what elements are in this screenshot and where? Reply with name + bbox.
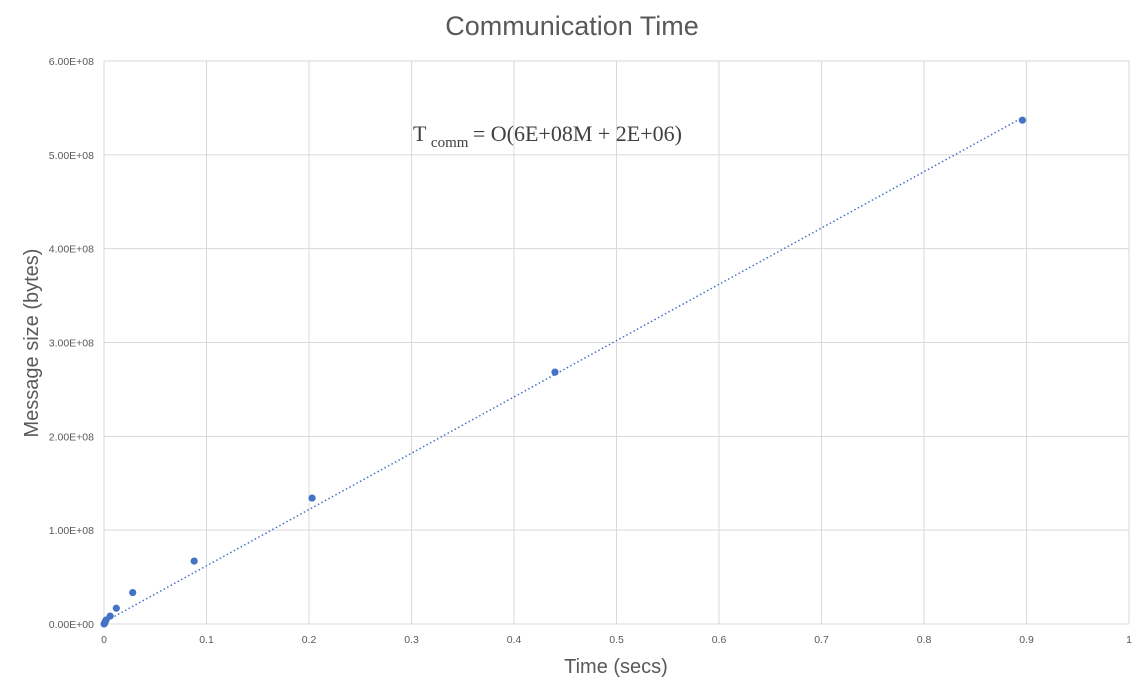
- data-point: [1018, 116, 1026, 124]
- equation-prefix: T: [413, 121, 427, 146]
- x-tick-label: 0.8: [917, 634, 932, 646]
- equation-body: = O(6E+08M + 2E+06): [473, 121, 682, 146]
- y-tick-label: 6.00E+08: [49, 56, 94, 68]
- chart-title: Communication Time: [445, 11, 699, 41]
- y-tick-label: 3.00E+08: [49, 338, 94, 350]
- x-tick-label: 0.9: [1019, 634, 1034, 646]
- trendline-equation: T comm = O(6E+08M + 2E+06): [413, 121, 682, 151]
- y-tick-label: 4.00E+08: [49, 244, 94, 256]
- y-axis-title: Message size (bytes): [21, 249, 43, 438]
- data-point: [190, 557, 198, 565]
- x-tick-label: 0.6: [712, 634, 727, 646]
- data-points: [100, 116, 1026, 628]
- data-point: [129, 588, 137, 597]
- y-tick-label: 2.00E+08: [49, 431, 94, 443]
- data-point: [308, 494, 316, 502]
- data-point: [551, 368, 559, 376]
- data-point: [112, 604, 120, 612]
- trendline: [103, 117, 1023, 623]
- y-tick-labels: 0.00E+00 1.00E+08 2.00E+08 3.00E+08 4.00E+08…: [49, 56, 94, 631]
- y-tick-label: 1.00E+08: [49, 525, 94, 537]
- x-tick-label: 0.7: [814, 634, 829, 646]
- x-tick-label: 1: [1126, 634, 1132, 646]
- x-tick-labels: 0 0.1 0.2 0.3 0.4 0.5 0.6 0.7 0.8 0.9 1: [101, 634, 1132, 646]
- y-tick-label: 5.00E+08: [49, 150, 94, 162]
- y-tick-label: 0.00E+00: [49, 619, 94, 631]
- x-tick-label: 0.1: [199, 634, 214, 646]
- trendline-line: [103, 117, 1023, 623]
- x-tick-label: 0.5: [609, 634, 624, 646]
- gridlines: [103, 60, 1130, 625]
- x-tick-label: 0.2: [302, 634, 317, 646]
- x-tick-label: 0.4: [507, 634, 522, 646]
- x-tick-label: 0.3: [404, 634, 419, 646]
- equation-subscript: comm: [431, 135, 469, 151]
- data-point: [106, 612, 114, 620]
- x-axis-title: Time (secs): [564, 656, 668, 678]
- x-tick-label: 0: [101, 634, 107, 646]
